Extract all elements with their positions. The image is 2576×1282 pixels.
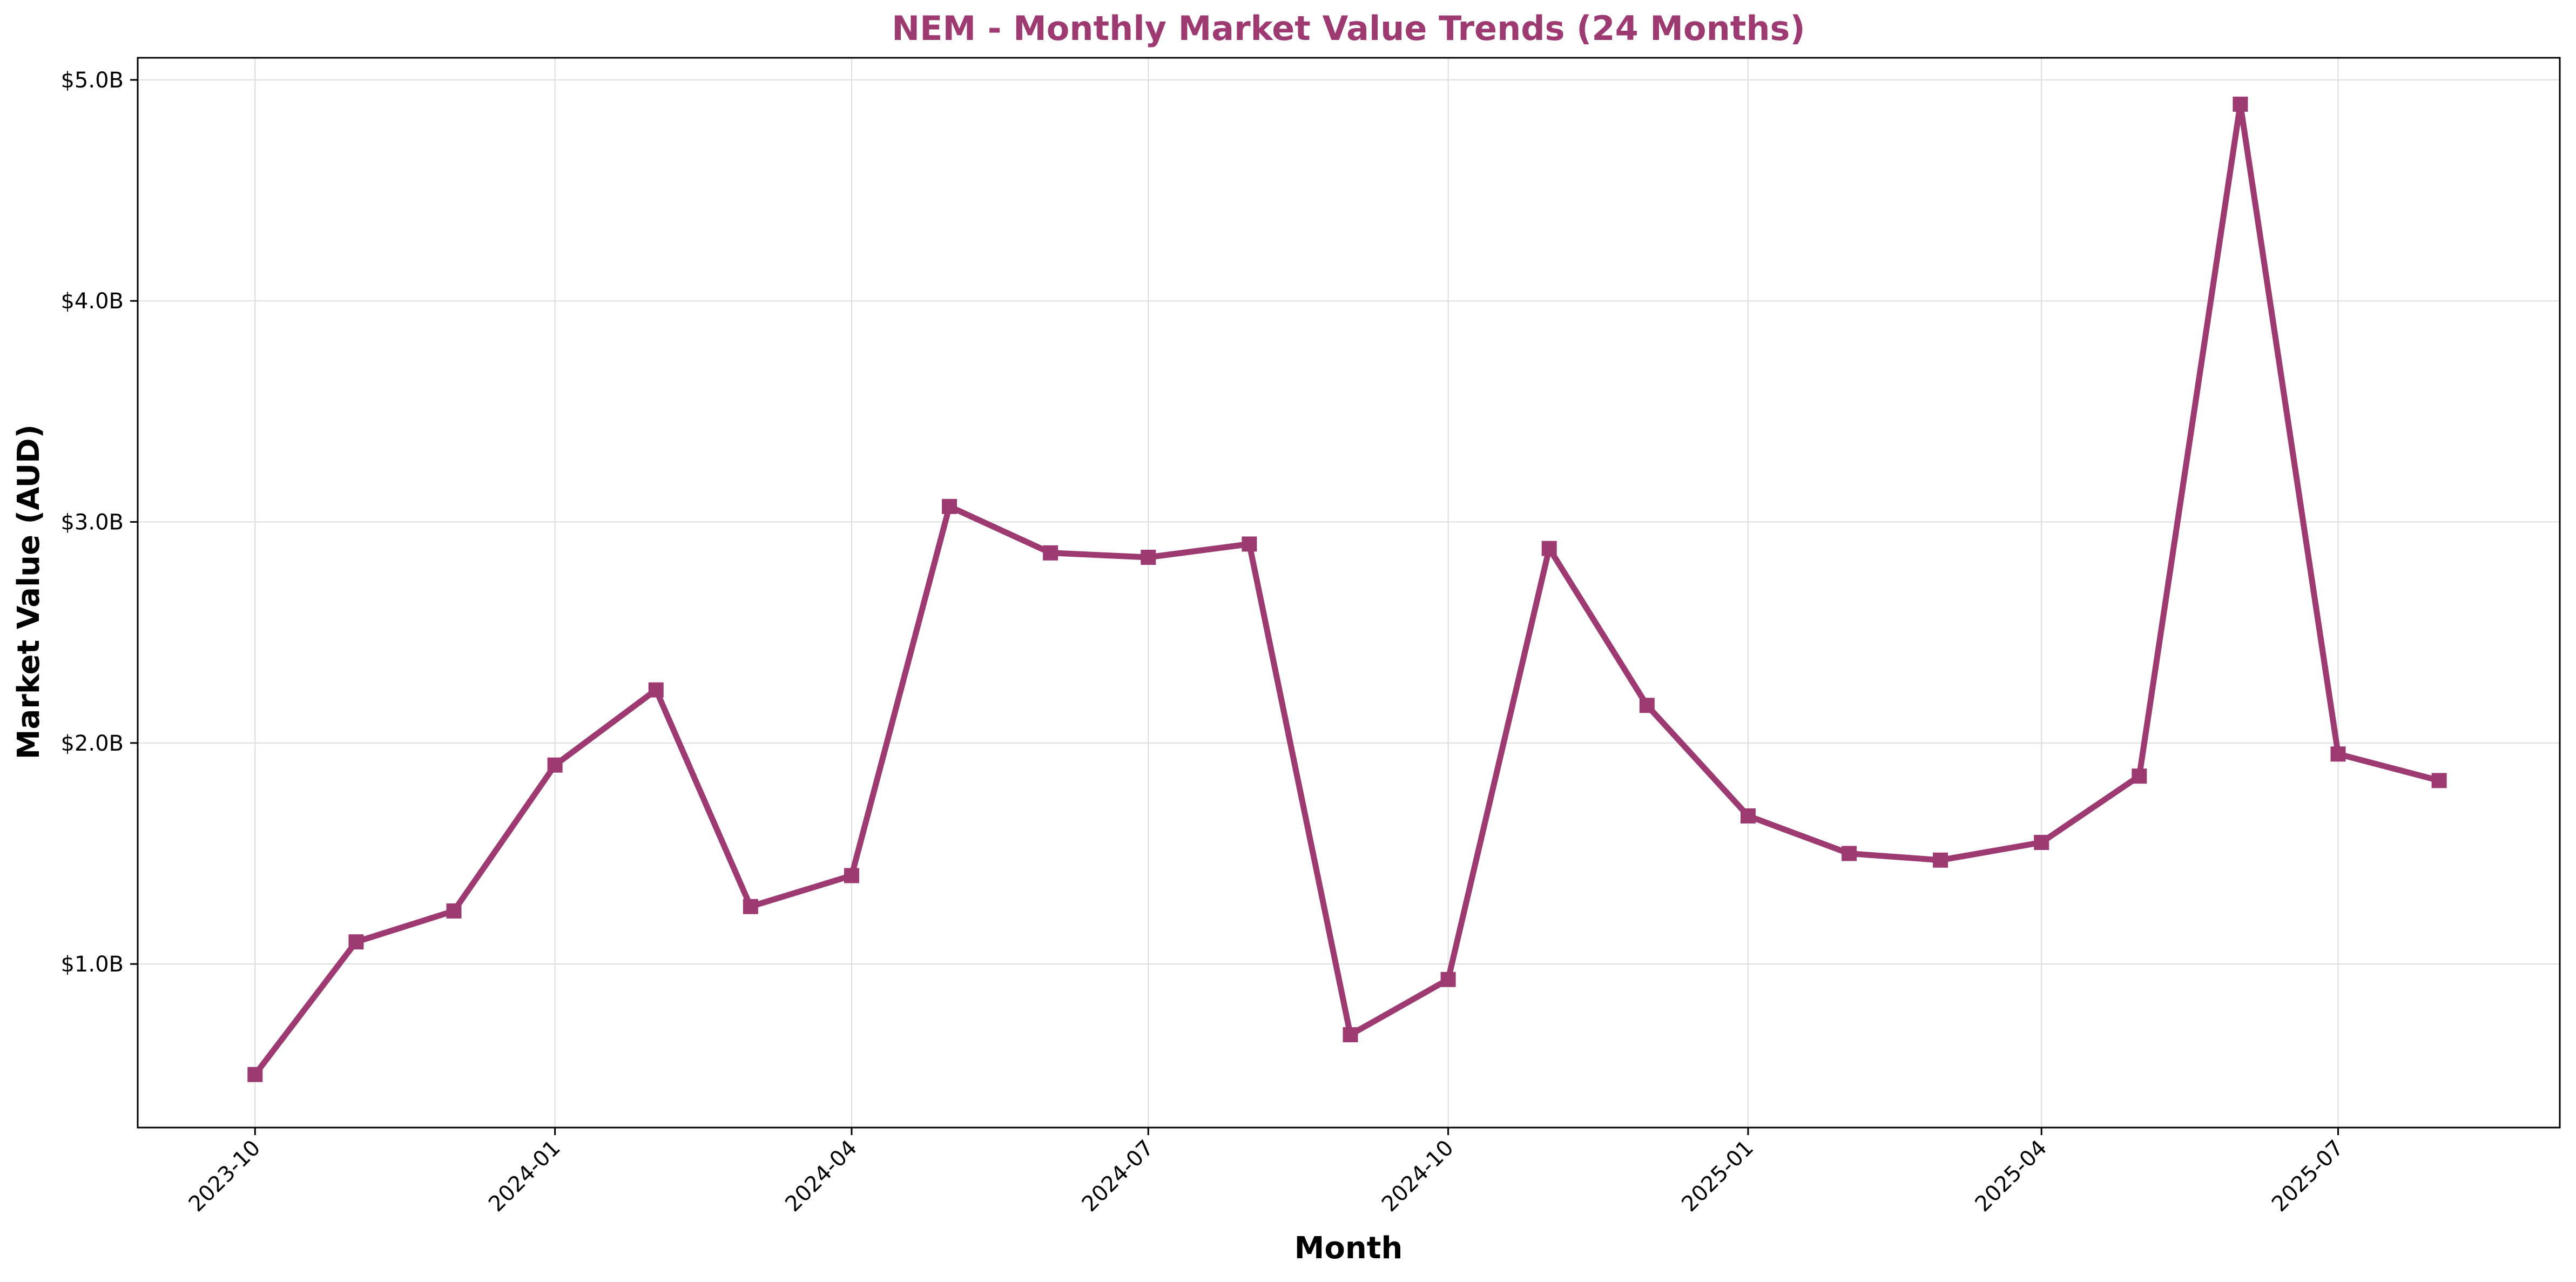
y-tick-label: $2.0B [60, 731, 124, 756]
data-point [743, 899, 758, 914]
data-point [1842, 846, 1857, 861]
y-axis-label: Market Value (AUD) [11, 424, 46, 759]
data-point [1933, 852, 1948, 868]
data-point [247, 1067, 263, 1082]
grid-lines [138, 58, 2560, 1128]
data-point [446, 903, 462, 919]
plot-frame [137, 57, 2561, 1129]
data-point [2233, 96, 2248, 112]
data-point [1242, 536, 1257, 552]
data-point [2132, 768, 2147, 784]
x-axis-label: Month [1294, 1231, 1403, 1266]
data-point [2431, 773, 2447, 788]
data-point [942, 498, 957, 514]
data-point [348, 934, 364, 950]
y-tick-label: $5.0B [60, 68, 124, 93]
chart-title: NEM - Monthly Market Value Trends (24 Mo… [892, 9, 1805, 48]
y-axis: $1.0B $2.0B $3.0B $4.0B $5.0B [60, 68, 138, 977]
data-point [1141, 550, 1156, 565]
data-point [1639, 698, 1655, 713]
data-point [648, 682, 664, 698]
data-point [2034, 835, 2049, 851]
data-point [844, 868, 859, 883]
data-point [1043, 545, 1058, 561]
data-point [547, 757, 563, 773]
data-point [1440, 971, 1456, 987]
series-group [247, 96, 2447, 1082]
data-point [1740, 808, 1756, 824]
data-point [1541, 541, 1557, 556]
y-tick-label: $4.0B [60, 289, 124, 314]
data-point [1343, 1027, 1358, 1043]
y-tick-label: $1.0B [60, 952, 124, 977]
data-point [2330, 746, 2346, 762]
y-tick-label: $3.0B [60, 510, 124, 535]
